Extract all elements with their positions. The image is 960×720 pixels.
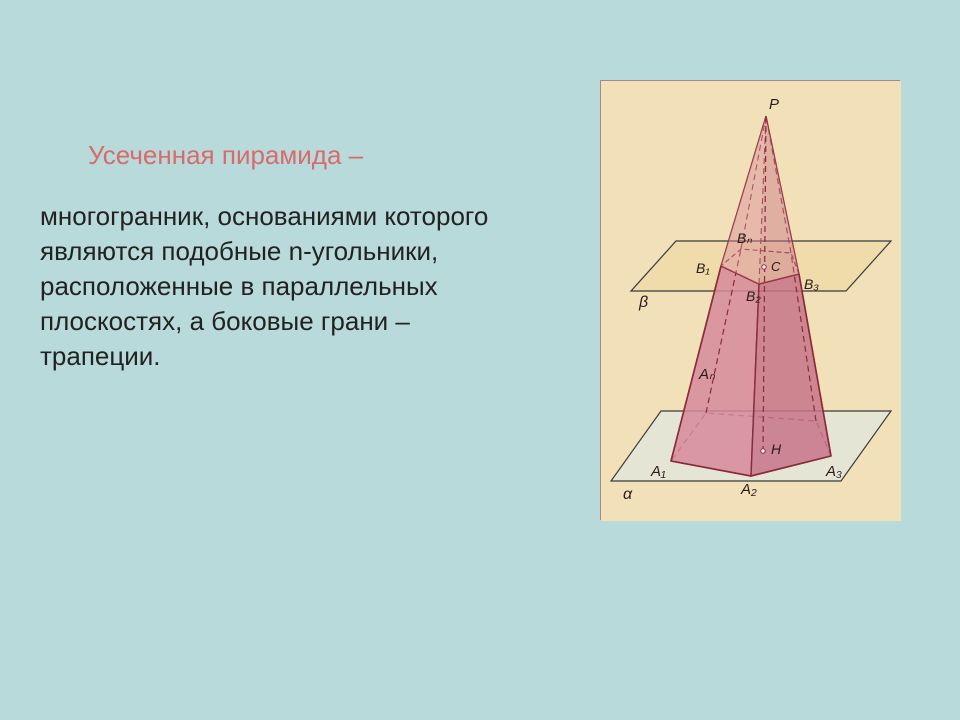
a1-label: A₁: [650, 463, 666, 480]
b1-label: B₁: [696, 260, 710, 276]
b2-label: B₂: [746, 288, 761, 304]
slide-title: Усеченная пирамида –: [88, 140, 520, 171]
c-label: C: [771, 259, 781, 274]
an-label: Aₙ: [698, 366, 716, 383]
plane-alpha-label: α: [623, 486, 633, 503]
pyramid-svg: α β P B₁: [601, 81, 901, 521]
b3-label: B₃: [804, 276, 819, 292]
truncated-pyramid-diagram: α β P B₁: [600, 80, 900, 520]
a2-label: A₂: [740, 481, 757, 498]
a3-label: A₃: [825, 463, 842, 480]
slide-body: многогранник, основаниями которого являю…: [40, 199, 520, 374]
plane-beta-label: β: [638, 294, 648, 311]
point-c: [762, 265, 766, 269]
h-label: H: [771, 441, 782, 457]
point-h: [761, 449, 765, 453]
text-block: Усеченная пирамида – многогранник, основ…: [40, 140, 520, 374]
bn-label: Bₙ: [737, 230, 752, 246]
apex-label: P: [769, 96, 779, 113]
